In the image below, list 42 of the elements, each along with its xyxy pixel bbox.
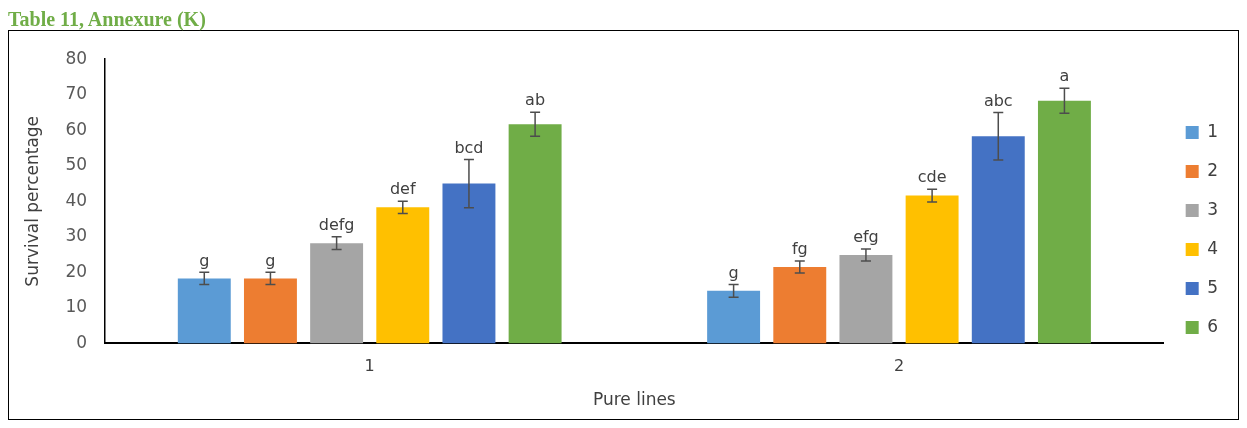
- bar: [839, 254, 893, 344]
- legend-label: 1: [1207, 120, 1219, 141]
- data-label: g: [728, 262, 739, 282]
- data-label: a: [1059, 66, 1070, 86]
- bar: [1037, 100, 1091, 344]
- y-tick-label: 70: [65, 83, 88, 104]
- x-axis-title: Pure lines: [592, 389, 676, 410]
- bar: [243, 278, 297, 344]
- bar: [177, 278, 231, 344]
- y-tick-label: 30: [65, 225, 88, 246]
- bar: [773, 267, 827, 344]
- data-label: fg: [791, 239, 808, 259]
- data-label: abc: [983, 90, 1013, 110]
- y-tick-label: 0: [76, 331, 88, 352]
- data-label: g: [199, 250, 210, 270]
- y-tick-label: 80: [65, 47, 88, 68]
- bar: [442, 183, 496, 344]
- legend-label: 6: [1207, 315, 1219, 336]
- bar: [310, 243, 364, 344]
- bar: [971, 136, 1025, 344]
- bar: [376, 207, 430, 344]
- data-label: ab: [525, 90, 546, 110]
- data-label: g: [265, 250, 276, 270]
- y-tick-label: 50: [65, 154, 88, 175]
- legend-label: 4: [1207, 237, 1219, 258]
- legend-label: 3: [1207, 198, 1219, 219]
- bar: [508, 124, 562, 344]
- legend-label: 5: [1207, 276, 1219, 297]
- data-label: def: [389, 179, 416, 199]
- data-label: bcd: [454, 137, 484, 157]
- bar: [905, 195, 959, 344]
- data-label: defg: [318, 214, 355, 234]
- legend-label: 2: [1207, 159, 1219, 180]
- data-label: efg: [853, 227, 879, 247]
- y-tick-label: 20: [65, 260, 88, 281]
- y-tick-label: 60: [65, 118, 88, 139]
- y-tick-label: 40: [65, 189, 88, 210]
- y-tick-label: 10: [65, 296, 88, 317]
- y-axis-title: Survival percentage: [21, 115, 42, 287]
- data-label: cde: [917, 167, 947, 187]
- chart-title: Table 11, Annexure (K): [8, 8, 207, 30]
- bar: [707, 290, 761, 344]
